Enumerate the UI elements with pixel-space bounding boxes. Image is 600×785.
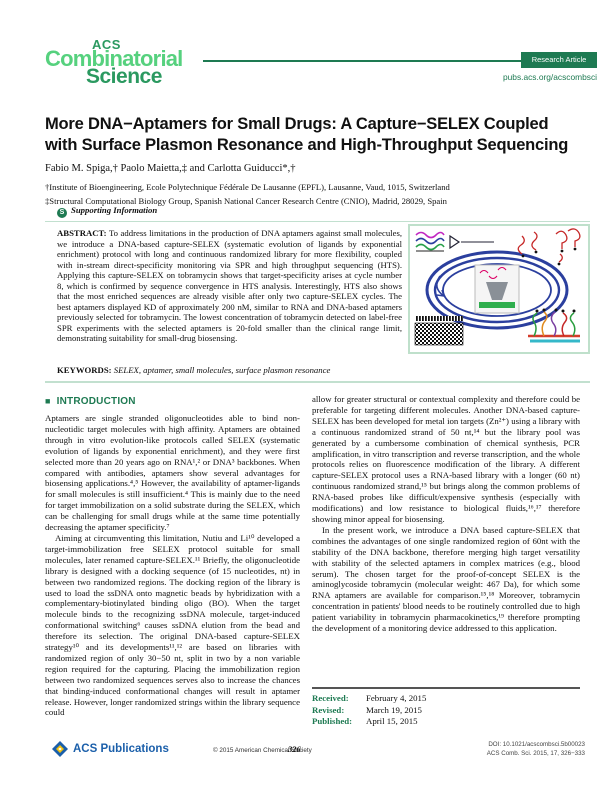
header-rule <box>203 60 525 62</box>
keywords-line: KEYWORDS: SELEX, aptamer, small molecule… <box>57 365 577 375</box>
dates-rule <box>312 687 580 689</box>
cycle-spiral-inner <box>442 263 552 317</box>
date-value: April 15, 2015 <box>366 716 418 726</box>
library-strand-green <box>415 243 445 251</box>
graphical-abstract-svg <box>414 228 581 346</box>
journal-logo-acs: ACS <box>92 37 121 52</box>
section-marker-icon: ■ <box>45 396 51 406</box>
spr-prism <box>486 282 508 300</box>
journal-logo: ACS Combinatorial Science <box>45 38 205 100</box>
acs-publications-icon <box>52 741 68 757</box>
date-value: March 19, 2015 <box>366 704 422 715</box>
doi-block: DOI: 10.1021/acscombsci.5b00023 ACS Comb… <box>420 741 585 758</box>
sensor-probes <box>479 266 507 280</box>
date-label: Published: <box>312 716 353 726</box>
citation-text: ACS Comb. Sci. 2015, 17, 326−333 <box>486 749 585 757</box>
library-strand-blue <box>415 237 445 245</box>
dates-box: Received: February 4, 2015 Revised: March … <box>312 693 580 728</box>
article-title-line2: with Surface Plasmon Resonance and High-… <box>45 136 569 154</box>
target-molecule-dots <box>521 247 577 266</box>
supporting-info-label: Supporting Information <box>71 205 158 215</box>
sequencing-reads-row <box>415 316 463 321</box>
sequence-code-block <box>414 322 464 346</box>
cycle-arrow-icon <box>436 275 446 298</box>
aptamer-surface <box>528 308 580 343</box>
body-paragraph: In the present work, we introduce a DNA … <box>312 524 580 634</box>
body-paragraph: allow for greater structural or contextu… <box>312 394 580 524</box>
section-heading-label: INTRODUCTION <box>56 396 136 407</box>
divider-keywords-bottom <box>45 381 590 383</box>
target-molecules <box>517 228 581 263</box>
body-paragraph: Aptamers are single stranded oligonucleo… <box>45 413 300 533</box>
journal-logo-name: Combinatorial <box>45 46 183 71</box>
divider-abstract-top <box>45 221 590 222</box>
keywords-label: KEYWORDS: <box>57 365 112 375</box>
graphical-abstract <box>408 224 590 354</box>
abstract-label: ABSTRACT: <box>57 228 107 238</box>
supporting-info-icon: S <box>57 208 67 218</box>
body-right-column: allow for greater structural or contextu… <box>312 394 580 634</box>
section-heading-introduction: ■ INTRODUCTION <box>45 396 300 407</box>
research-article-badge: Research Article <box>521 52 597 68</box>
cycle-spiral-outer <box>425 250 569 330</box>
article-title: More DNA−Aptamers for Small Drugs: A Cap… <box>45 114 568 156</box>
sensor-chip-base <box>479 302 515 308</box>
supporting-info-link[interactable]: S Supporting Information <box>57 205 157 218</box>
abstract-body: To address limitations in the production… <box>57 228 402 343</box>
body-paragraph: Aiming at circumventing this limitation,… <box>45 532 300 718</box>
acs-publications-logo[interactable]: ACS Publications <box>52 740 169 758</box>
authors-line: Fabio M. Spiga,† Paolo Maietta,‡ and Car… <box>45 163 296 174</box>
keywords-text: SELEX, aptamer, small molecules, surface… <box>113 365 331 375</box>
affiliation-1: †Institute of Bioengineering, Ecole Poly… <box>45 182 450 192</box>
article-title-line1: More DNA−Aptamers for Small Drugs: A Cap… <box>45 115 549 133</box>
date-row-revised: Revised: March 19, 2015 <box>312 705 580 717</box>
date-label: Revised: <box>312 704 345 715</box>
flow-triangle-icon <box>449 234 461 250</box>
body-left-column: ■ INTRODUCTION Aptamers are single strand… <box>45 396 300 718</box>
date-label: Received: <box>312 693 349 703</box>
journal-logo-name2: Science <box>86 65 162 88</box>
cycle-spiral-mid <box>433 256 561 324</box>
library-strand-magenta <box>415 231 445 239</box>
date-row-received: Received: February 4, 2015 <box>312 693 580 705</box>
page-number: 326 <box>288 744 301 754</box>
journal-url-link[interactable]: pubs.acs.org/acscombsci <box>502 72 597 82</box>
date-row-published: Published: April 15, 2015 <box>312 716 580 728</box>
affiliation-2: ‡Structural Computational Biology Group,… <box>45 196 447 206</box>
abstract-text: ABSTRACT: To address limitations in the … <box>57 228 402 344</box>
doi-link[interactable]: DOI: 10.1021/acscombsci.5b00023 <box>488 741 585 748</box>
copyright-text: © 2015 American Chemical Society <box>213 747 312 754</box>
acs-publications-label: ACS Publications <box>73 743 169 755</box>
date-value: February 4, 2015 <box>366 693 427 703</box>
